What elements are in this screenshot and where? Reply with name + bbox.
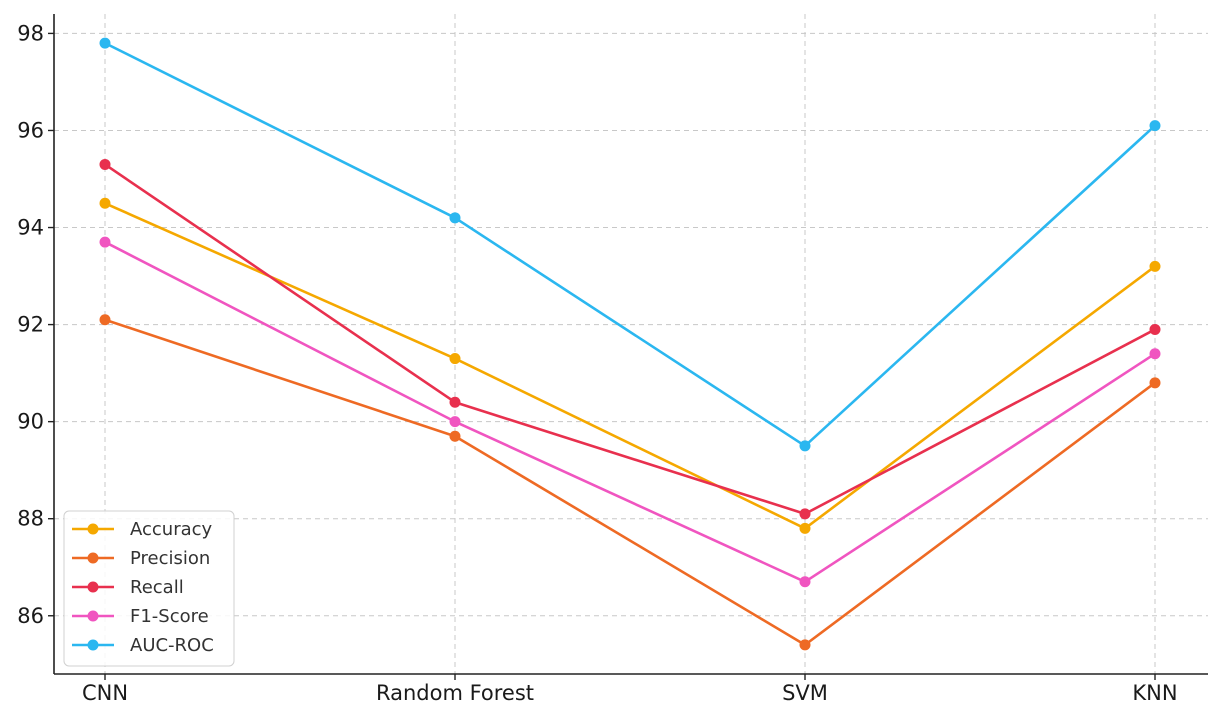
axes: 86 88 90 92 94 96 98 CNN Random Forest SVM KNN <box>17 14 1208 705</box>
legend-swatch-marker <box>87 581 99 593</box>
data-point <box>1149 323 1161 335</box>
series-f1-score <box>99 236 1161 588</box>
data-point <box>1149 260 1161 272</box>
series-line <box>104 163 1156 516</box>
legend-item: AUC-ROC <box>72 635 214 656</box>
data-point <box>449 416 461 428</box>
data-point <box>99 197 111 209</box>
series-line <box>104 41 1156 448</box>
data-point <box>449 430 461 442</box>
data-point <box>449 212 461 224</box>
series-auc-roc <box>99 37 1161 452</box>
series-accuracy <box>99 197 1161 534</box>
data-point <box>449 353 461 365</box>
legend-label: F1-Score <box>130 606 209 627</box>
legend-swatch-marker <box>87 639 99 651</box>
legend-label: AUC-ROC <box>130 635 214 656</box>
data-point <box>1149 377 1161 389</box>
y-tick-label: 88 <box>17 507 44 531</box>
data-point <box>799 576 811 588</box>
legend-item: Accuracy <box>72 519 213 540</box>
legend-label: Recall <box>130 577 184 598</box>
y-tick-label: 90 <box>17 410 44 434</box>
legend-swatch-marker <box>87 610 99 622</box>
series-recall <box>99 158 1161 520</box>
data-point <box>799 508 811 520</box>
data-point <box>799 639 811 651</box>
legend-label: Precision <box>130 548 210 569</box>
legend-swatch-marker <box>87 552 99 564</box>
legend-item: F1-Score <box>72 606 209 627</box>
legend-item: Recall <box>72 577 184 598</box>
data-point <box>99 158 111 170</box>
y-tick-label: 96 <box>17 118 44 142</box>
series-line <box>104 240 1156 584</box>
data-point <box>449 396 461 408</box>
y-tick-label: 86 <box>17 604 44 628</box>
series-lines <box>99 37 1161 651</box>
data-point <box>99 236 111 248</box>
data-point <box>1149 348 1161 360</box>
y-tick-label: 92 <box>17 313 44 337</box>
legend: Accuracy Precision Recall F1-Score AUC-ROC <box>63 510 235 667</box>
y-tick-label: 94 <box>17 216 44 240</box>
series-precision <box>99 314 1161 651</box>
x-tick-label: Random Forest <box>376 681 534 705</box>
data-point <box>1149 120 1161 132</box>
data-point <box>799 522 811 534</box>
legend-item: Precision <box>72 548 210 569</box>
x-tick-label: KNN <box>1132 681 1177 705</box>
series-line <box>104 318 1156 647</box>
legend-swatch-marker <box>87 523 99 535</box>
x-tick-label: SVM <box>782 681 828 705</box>
legend-box <box>63 510 235 667</box>
data-point <box>799 440 811 452</box>
y-tick-label: 98 <box>17 21 44 45</box>
x-tick-label: CNN <box>82 681 128 705</box>
series-line <box>104 202 1156 530</box>
legend-label: Accuracy <box>130 519 213 540</box>
data-point <box>99 37 111 49</box>
data-point <box>99 314 111 326</box>
